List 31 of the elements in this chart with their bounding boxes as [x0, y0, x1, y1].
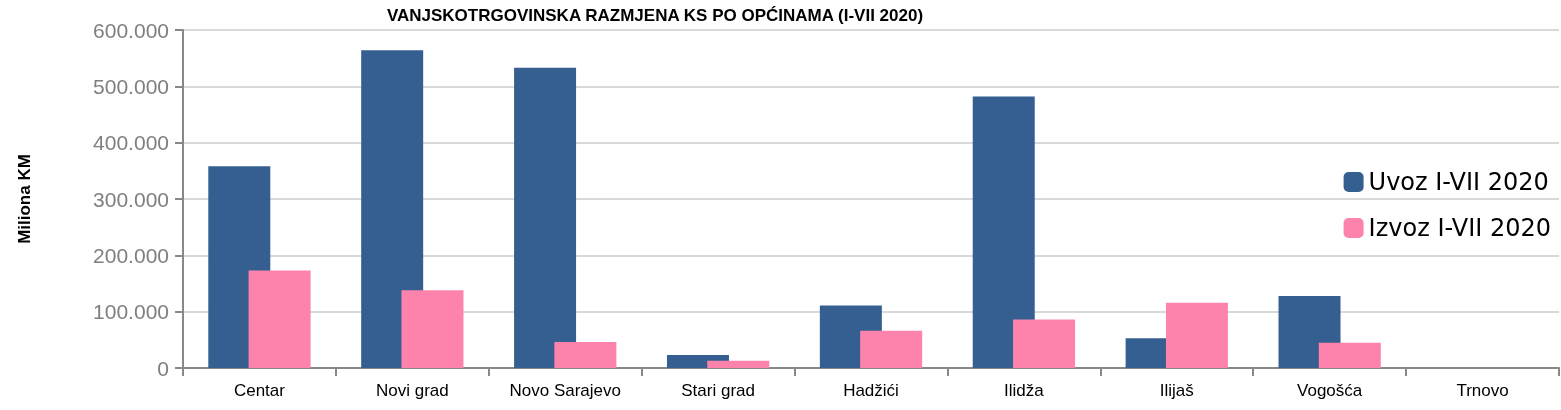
y-tick-label: 100.000	[93, 300, 169, 324]
bar	[972, 96, 1035, 368]
bar	[401, 290, 464, 368]
x-tick-label: Trnovo	[1456, 381, 1509, 400]
bar	[1318, 342, 1381, 368]
chart-title: VANJSKOTRGOVINSKA RAZMJENA KS PO OPĆINAMA (I-VII 2020)	[386, 6, 924, 25]
legend-label: Uvoz I-VII 2020	[1368, 168, 1549, 196]
x-tick-label: Novi grad	[375, 381, 449, 400]
bar	[554, 342, 617, 368]
y-tick-label: 200.000	[93, 243, 169, 267]
bar	[707, 360, 770, 368]
legend-label: Izvoz I-VII 2020	[1368, 214, 1551, 242]
x-tick-label: Hadžići	[843, 381, 899, 400]
x-tick-label: Centar	[233, 381, 286, 400]
x-tick-label: Stari grad	[681, 381, 755, 400]
y-tick-label: 500.000	[93, 74, 169, 98]
bar	[248, 270, 311, 368]
y-tick-label: 600.000	[93, 18, 169, 42]
y-tick-label: 0	[157, 356, 169, 380]
bar	[1013, 319, 1076, 368]
y-axis-title: Miliona KM	[15, 154, 34, 244]
bar	[860, 330, 923, 368]
x-tick-label: Novo Sarajevo	[509, 381, 621, 400]
bar	[514, 67, 577, 368]
x-tick-label: Ilidža	[1004, 381, 1045, 400]
bar	[1165, 302, 1228, 368]
bar	[361, 50, 424, 368]
y-tick-label: 400.000	[93, 131, 169, 155]
x-tick-label: Ilijaš	[1159, 381, 1194, 400]
y-tick-label: 300.000	[93, 187, 169, 211]
x-tick-label: Vogošća	[1297, 381, 1363, 400]
